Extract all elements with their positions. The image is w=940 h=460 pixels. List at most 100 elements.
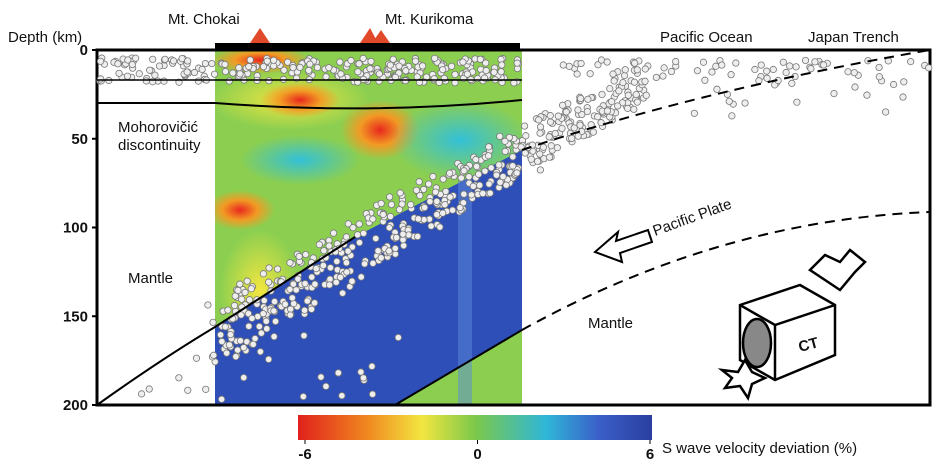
quake [370,260,376,266]
quake [476,182,482,188]
quake [350,224,356,230]
quake [387,213,393,219]
quake [876,74,882,80]
colorbar-tick-label: -6 [298,446,311,460]
quake [477,56,483,62]
quake [786,63,792,69]
quake [537,130,543,136]
quake [496,162,502,168]
quake [400,242,406,248]
quake [271,333,277,339]
quake [624,105,630,111]
mantle-label: Mantle [588,315,633,332]
quake [555,113,561,119]
quake [793,64,799,70]
quake [480,190,486,196]
ocean-label: Pacific Ocean [660,29,753,46]
quake [369,363,375,369]
quake [185,387,191,393]
quake [248,286,254,292]
quake [575,107,581,113]
quake [337,59,343,65]
quake [488,165,494,171]
quake [334,258,340,264]
quake [487,190,493,196]
quake [604,59,610,65]
quake [354,232,360,238]
quake [634,67,640,73]
quake [434,198,440,204]
quake [326,64,332,70]
quake [287,306,293,312]
quake [378,255,384,261]
quake [631,79,637,85]
quake [184,69,190,75]
quake [442,201,448,207]
quake [246,323,252,329]
quake [282,301,288,307]
quake [421,204,427,210]
quake [425,181,431,187]
quake [794,99,800,105]
quake [780,59,786,65]
quake [244,278,250,284]
quake [323,74,329,80]
quake [287,260,293,266]
quake [473,163,479,169]
quake [594,114,600,120]
quake [316,241,322,247]
volcano-label: Mt. Kurikoma [385,11,474,28]
quake [218,396,224,402]
quake [304,298,310,304]
quake [616,88,622,94]
colorbar-label: S wave velocity deviation (%) [662,440,857,457]
quake [246,297,252,303]
quake [281,67,287,73]
quake [308,306,314,312]
quake [176,375,182,381]
quake [440,210,446,216]
quake [702,77,708,83]
quake [297,64,303,70]
quake [296,253,302,259]
quake [242,289,248,295]
quake [482,168,488,174]
quake [440,66,446,72]
quake [852,84,858,90]
quake [415,216,421,222]
quake [752,66,758,72]
quake [414,233,420,239]
quake [522,150,528,156]
quake [360,375,366,381]
quake [124,73,130,79]
quake [729,113,735,119]
quake [437,224,443,230]
quake [590,129,596,135]
quake [547,112,553,118]
quake [222,61,228,67]
quake [611,78,617,84]
quake [258,330,264,336]
quake [393,234,399,240]
quake [421,216,427,222]
quake [642,66,648,72]
quake [458,175,464,181]
quake [621,72,627,78]
quake [274,266,280,272]
quake [523,133,529,139]
quake [309,274,315,280]
quake [789,80,795,86]
quake [431,55,437,61]
quake [287,312,293,318]
quake [461,168,467,174]
y-tick-label: 50 [71,131,88,148]
quake [257,348,263,354]
quake [808,65,814,71]
quake [345,248,351,254]
quake [660,73,666,79]
quake [614,103,620,109]
quake [356,61,362,67]
quake [202,60,208,66]
quake [571,125,577,131]
quake [265,279,271,285]
